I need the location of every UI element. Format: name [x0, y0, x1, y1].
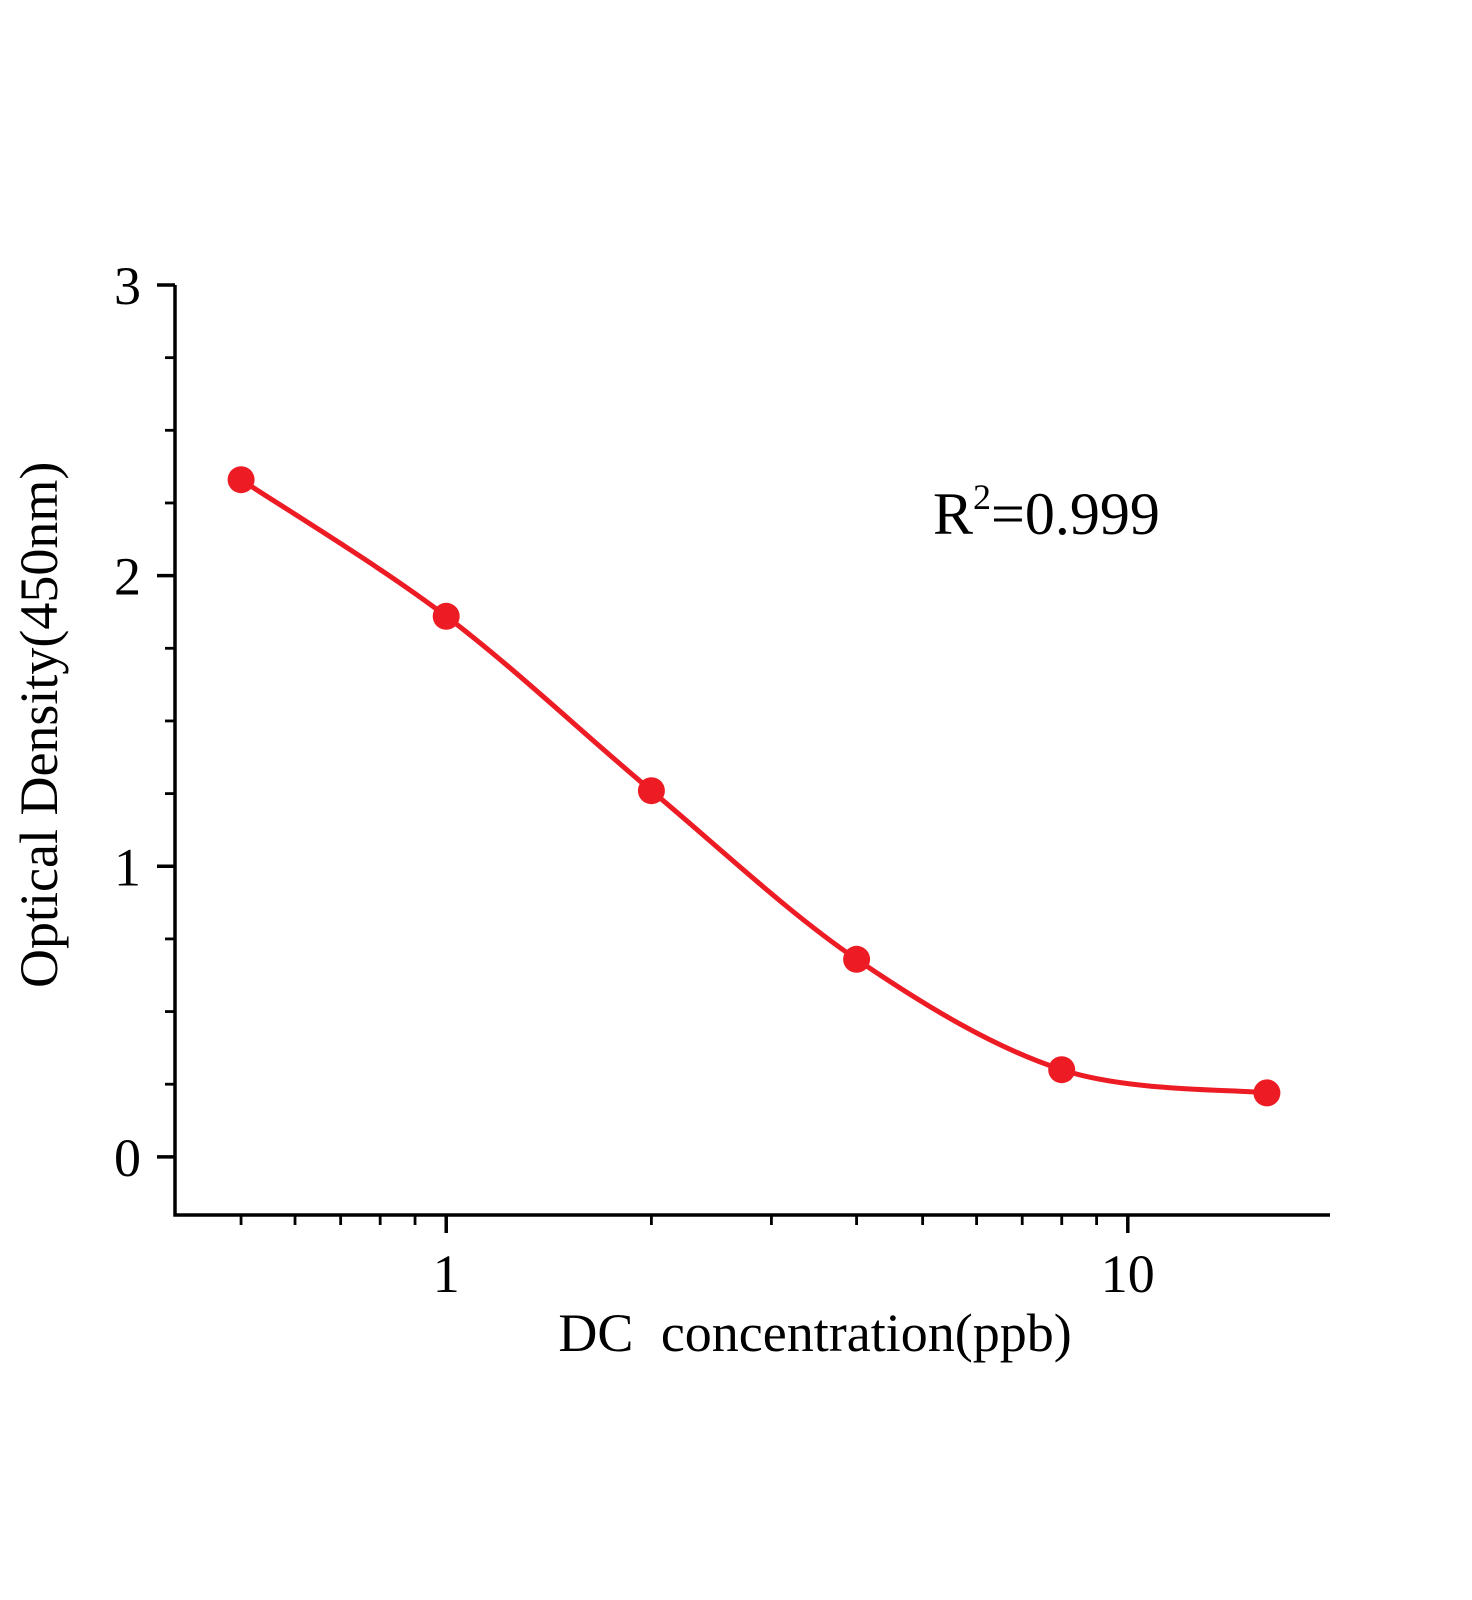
data-point: [1048, 1056, 1076, 1084]
y-tick-label: 0: [114, 1128, 141, 1188]
x-tick-label: 1: [433, 1244, 460, 1304]
r-squared-base: R: [933, 481, 974, 547]
fit-curve: [238, 477, 1270, 1096]
y-tick-label: 2: [114, 547, 141, 607]
data-point: [637, 777, 665, 805]
data-point: [227, 466, 255, 494]
y-tick-label: 1: [114, 837, 141, 897]
data-point: [432, 602, 460, 630]
data-point: [1253, 1079, 1281, 1107]
axis-frame: [173, 285, 1330, 1217]
r-squared-exponent: 2: [973, 477, 992, 517]
x-tick-label: 10: [1101, 1244, 1155, 1304]
r-squared-annotation: R2=0.999: [933, 477, 1160, 549]
x-axis-title: DC concentration(ppb): [558, 1303, 1072, 1363]
y-tick-label: 3: [114, 256, 141, 316]
data-point: [843, 945, 871, 973]
y-axis-title: Optical Density(450nm): [9, 461, 69, 989]
r-squared-value: =0.999: [991, 481, 1160, 547]
